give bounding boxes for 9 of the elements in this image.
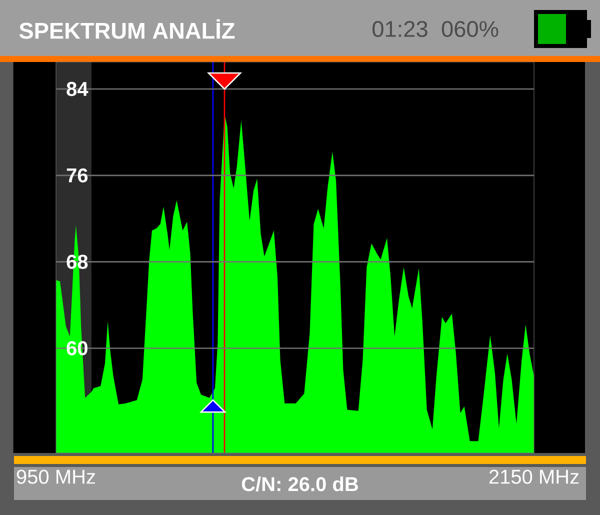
- y-tick-label: 68: [66, 254, 88, 269]
- chart-title: SPEKTRUM ANALİZ: [19, 19, 235, 39]
- x-tick-label: 950 MHz: [16, 470, 95, 484]
- text: C/N: 26.0 dB: [242, 476, 358, 492]
- x-tick-label: 2150 MHz: [489, 470, 579, 484]
- text: 01:23: [372, 20, 428, 38]
- y-tick-label: 84: [66, 82, 88, 96]
- text: 060%: [442, 20, 498, 38]
- y-tick-label: 76: [66, 168, 88, 182]
